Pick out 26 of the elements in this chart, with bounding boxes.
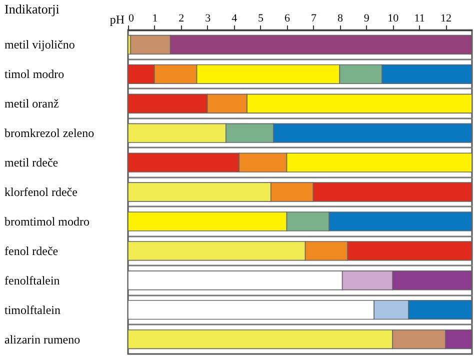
y-tick-label: bromtimol modro	[4, 214, 90, 228]
y-tick-label: metil vijolično	[4, 38, 75, 52]
x-axis-title: pH	[110, 12, 125, 26]
x-tick-label: 0	[128, 12, 134, 24]
x-tick-label: 5	[258, 12, 264, 24]
x-tick-label: 3	[205, 12, 212, 24]
x-tick-label: 7	[310, 12, 317, 24]
x-tick-label: 6	[284, 12, 291, 24]
y-tick-label: timolftalein	[4, 302, 60, 317]
x-tick-label: 12	[440, 12, 452, 24]
y-tick-label: fenol rdeče	[4, 244, 58, 258]
x-tick-label: 2	[178, 12, 184, 24]
x-tick-label: 11	[414, 12, 425, 24]
y-tick-label: metil oranž	[4, 96, 59, 111]
y-tick-label: bromkrezol zeleno	[4, 126, 94, 140]
y-tick-label: klorfenol rdeče	[4, 185, 78, 199]
x-tick-label: 4	[232, 12, 238, 24]
y-axis-title: Indikatorji	[4, 2, 60, 16]
x-tick-label: 9	[364, 12, 370, 24]
x-tick-label: 1	[152, 12, 158, 24]
y-tick-label: fenolftalein	[4, 273, 60, 288]
y-tick-label: alizarin rumeno	[4, 332, 80, 346]
x-tick-label: 8	[337, 12, 344, 24]
y-tick-label: metil rdeče	[4, 156, 58, 170]
y-tick-label: timol modro	[4, 67, 64, 82]
x-tick-label: 10	[388, 12, 400, 24]
